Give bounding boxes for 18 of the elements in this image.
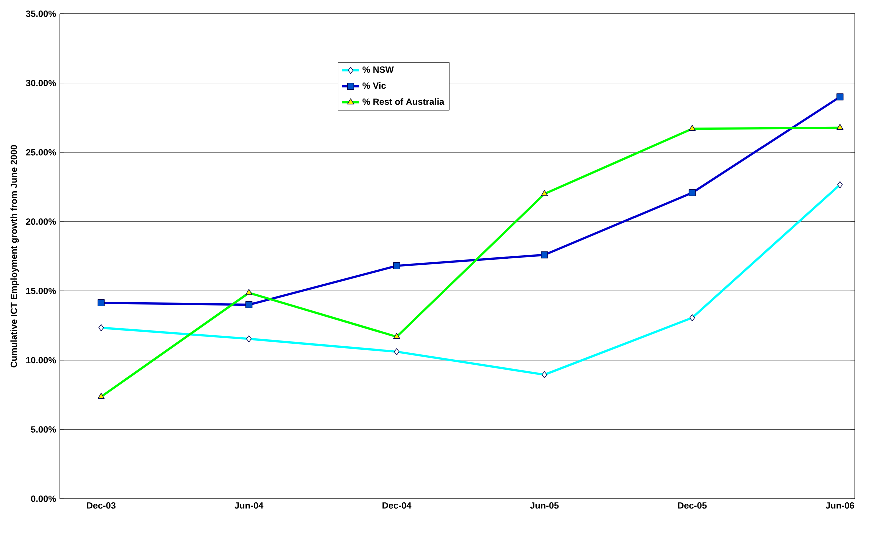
x-tick-label: Jun-04	[234, 502, 264, 509]
y-tick-label: 15.00%	[26, 288, 56, 294]
x-tick-label: Dec-05	[678, 502, 707, 509]
y-tick-label: 25.00%	[26, 149, 56, 156]
y-tick-label: 30.00%	[26, 80, 56, 86]
y-tick-label: 35.00%	[26, 10, 56, 18]
x-tick-label: Jun-06	[826, 502, 854, 509]
legend-label: % Vic	[362, 82, 386, 90]
y-axis-title: Cumulative ICT Employment growth from June 2000	[10, 145, 20, 368]
y-tick-label: 0.00%	[31, 496, 56, 502]
y-tick-label: 20.00%	[26, 218, 56, 226]
legend-label: % NSW	[362, 66, 394, 74]
x-tick-label: Jun-05	[530, 502, 559, 509]
y-tick-label: 10.00%	[26, 357, 56, 364]
legend-label: % Rest of Australia	[362, 98, 445, 106]
y-tick-label: 5.00%	[31, 426, 56, 433]
x-tick-label: Dec-04	[382, 502, 412, 509]
x-tick-label: Dec-03	[87, 502, 116, 509]
